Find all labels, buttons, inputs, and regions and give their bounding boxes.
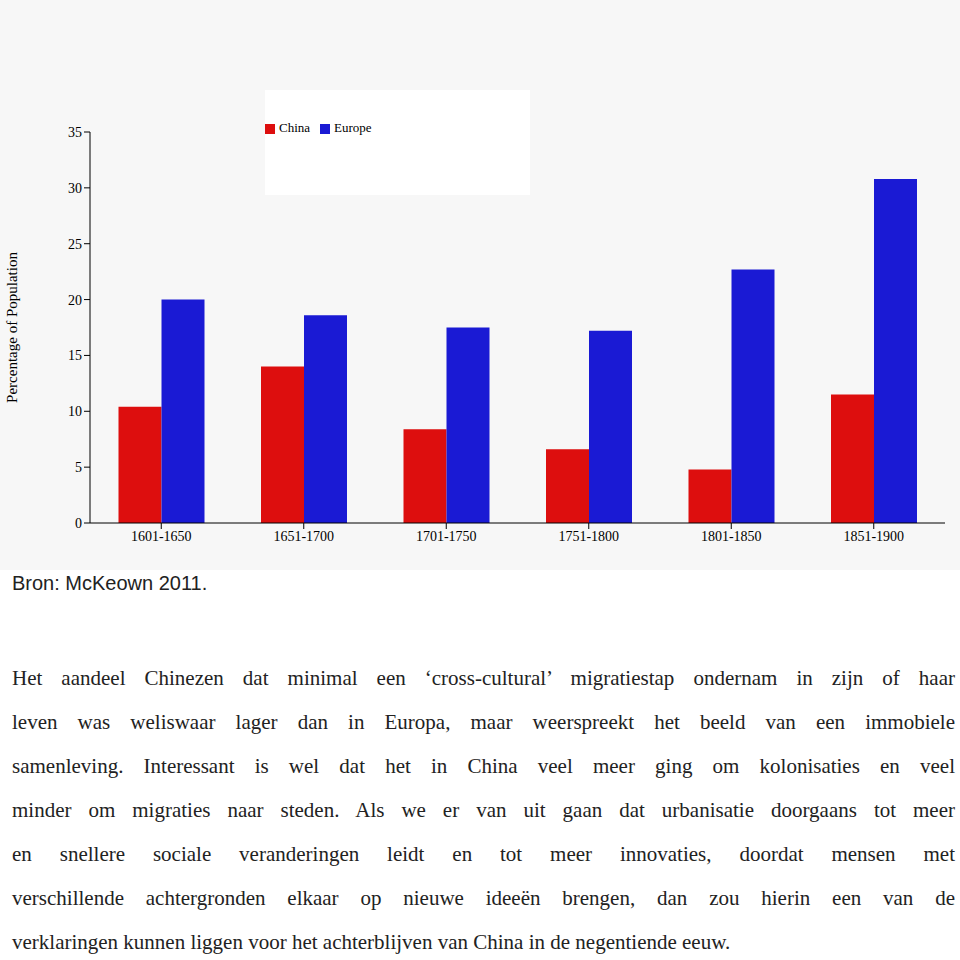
svg-text:Percentage of Population: Percentage of Population (8, 252, 20, 403)
svg-text:1801-1850: 1801-1850 (701, 529, 762, 544)
svg-text:1851-1900: 1851-1900 (843, 529, 904, 544)
svg-text:10: 10 (68, 404, 82, 419)
html-text:China: China (279, 120, 311, 135)
svg-text:5: 5 (75, 460, 82, 475)
html-text:Bron: McKeown 2011.: Bron: McKeown 2011. (12, 572, 208, 594)
svg-text:1601-1650: 1601-1650 (131, 529, 192, 544)
html-text:Het aandeel Chinezen dat minim: Het aandeel Chinezen dat minimal een ‘cr… (12, 666, 955, 690)
svg-text:30: 30 (68, 181, 82, 196)
svg-text:1751-1800: 1751-1800 (558, 529, 619, 544)
svg-text:15: 15 (68, 348, 82, 363)
svg-text:25: 25 (68, 237, 82, 252)
html-text:Europe: Europe (334, 120, 372, 135)
html-text:verklaringen kunnen liggen voo: verklaringen kunnen liggen voor het acht… (12, 930, 731, 954)
svg-text:20: 20 (68, 293, 82, 308)
html-text:verschillende achtergronden el: verschillende achtergronden elkaar op ni… (12, 886, 955, 910)
svg-text:1701-1750: 1701-1750 (416, 529, 477, 544)
html-text:leven was weliswaar lager dan: leven was weliswaar lager dan in Europa,… (12, 710, 955, 734)
html-text:minder om migraties naar stede: minder om migraties naar steden. Als we … (12, 798, 955, 822)
html-text:samenleving. Interessant is we: samenleving. Interessant is wel dat het … (12, 754, 955, 778)
svg-text:1651-1700: 1651-1700 (273, 529, 334, 544)
svg-text:35: 35 (68, 125, 82, 140)
html-text:en snellere sociale veranderin: en snellere sociale veranderingen leidt … (12, 842, 955, 866)
svg-text:0: 0 (75, 516, 82, 531)
